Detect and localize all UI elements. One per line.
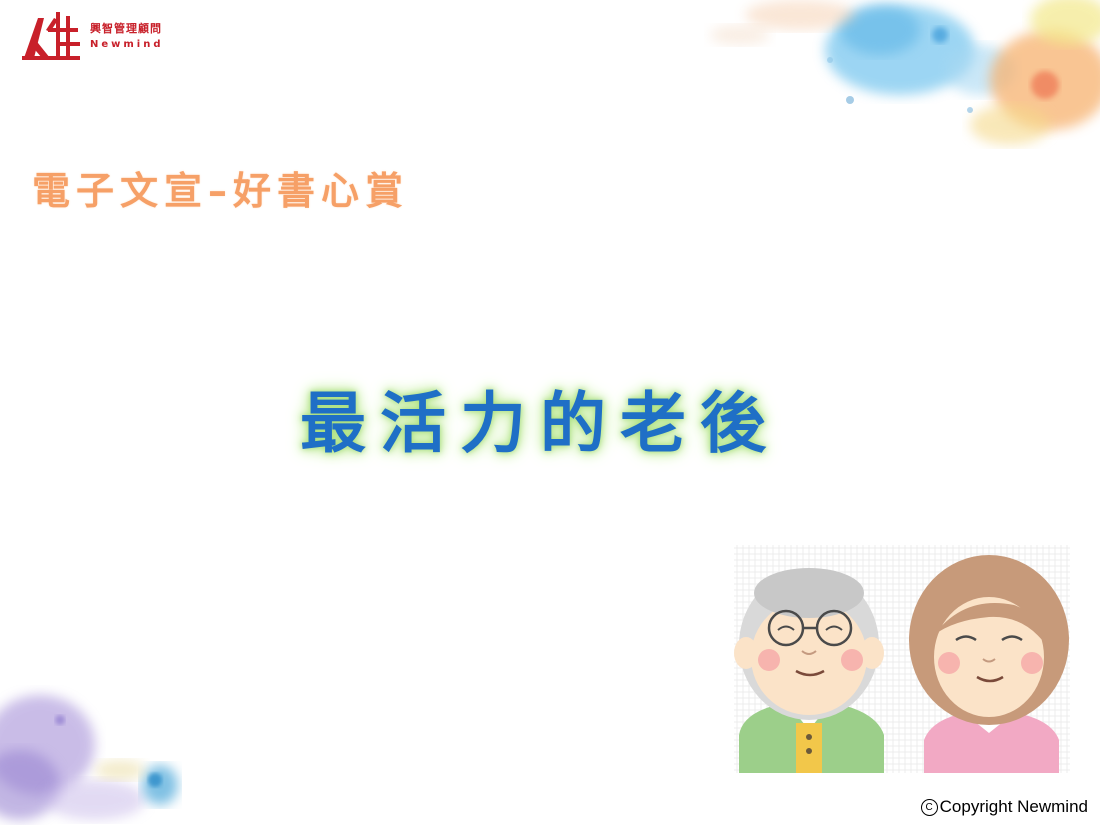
logo-text: 興智管理顧問 Newmind — [90, 20, 164, 50]
company-logo: 興智管理顧問 Newmind — [20, 8, 164, 62]
grandmother-figure — [909, 555, 1069, 773]
copyright-notice: C Copyright Newmind — [920, 797, 1088, 817]
watercolor-decoration-bottom-left — [0, 695, 178, 820]
grandfather-figure — [734, 568, 884, 773]
watercolor-decoration-top-right — [710, 0, 1100, 145]
elderly-couple-illustration — [734, 545, 1070, 773]
slide-title: 最活力的老後 — [300, 384, 780, 462]
logo-name-chinese: 興智管理顧問 — [90, 22, 162, 35]
logo-name-english: Newmind — [90, 39, 164, 50]
copyright-text: Copyright Newmind — [939, 797, 1088, 816]
logo-mark-icon — [22, 12, 80, 60]
copyright-icon: C — [920, 798, 938, 816]
slide-subtitle: 電子文宣–好書心賞 — [32, 169, 410, 213]
